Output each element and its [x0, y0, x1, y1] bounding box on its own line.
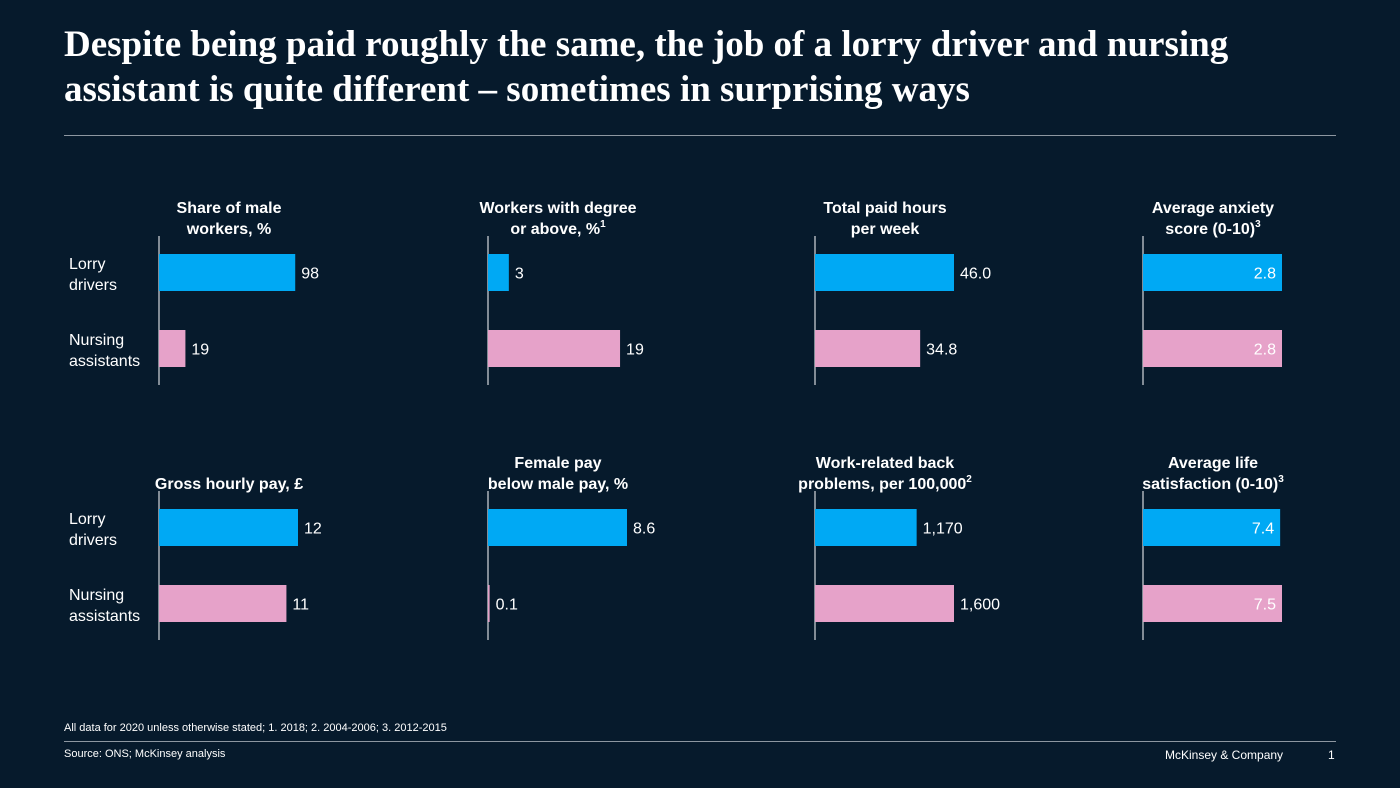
- data-label: 11: [292, 597, 309, 614]
- bar-lorry-drivers: [1143, 509, 1281, 546]
- chart-title: Workers with degree or above, %1: [479, 200, 636, 238]
- bar-lorry-drivers: [815, 254, 954, 291]
- chart-panel-7: Work-related back problems, per 100,0002 1…: [798, 455, 1000, 640]
- data-label: 1,170: [923, 521, 963, 538]
- chart-panel-8: Average life satisfaction (0-10)3 7.4 7.5: [1142, 455, 1284, 640]
- brand-name: McKinsey & Company: [1165, 748, 1284, 762]
- title-divider: [64, 135, 1336, 136]
- bar-lorry-drivers: [159, 509, 298, 546]
- bar-lorry-drivers: [159, 254, 296, 291]
- bar-nursing-assistants: [1143, 585, 1282, 622]
- data-label: 46.0: [960, 266, 991, 283]
- bar-nursing-assistants: [815, 330, 921, 367]
- bar-nursing-assistants: [815, 585, 954, 622]
- footer-divider: [64, 741, 1336, 742]
- data-label: 2.8: [1254, 342, 1276, 359]
- chart-panel-1: Share of male workers, % 98 19: [158, 200, 319, 385]
- chart-panel-6: Female pay below male pay, % 8.6 0.1: [487, 455, 655, 640]
- bar-nursing-assistants: [488, 585, 490, 622]
- page-number: 1: [1328, 748, 1335, 762]
- data-label: 19: [626, 342, 644, 359]
- category-label-lorry-drivers: Lorry drivers: [69, 256, 117, 294]
- data-label: 3: [515, 266, 524, 283]
- data-label: 8.6: [633, 521, 655, 538]
- chart-title: Share of male workers, %: [177, 200, 282, 238]
- bar-nursing-assistants: [159, 585, 287, 622]
- chart-panel-3: Total paid hours per week 46.0 34.8: [814, 200, 991, 385]
- bar-nursing-assistants: [488, 330, 621, 367]
- chart-panel-2: Workers with degree or above, %1 3 19: [479, 200, 644, 385]
- category-label-nursing-assistants: Nursing assistants: [69, 332, 140, 370]
- source-note: Source: ONS; McKinsey analysis: [64, 748, 226, 760]
- category-label-nursing-assistants: Nursing assistants: [69, 587, 140, 625]
- bar-nursing-assistants: [159, 330, 186, 367]
- data-label: 2.8: [1254, 266, 1276, 283]
- category-label-lorry-drivers: Lorry drivers: [69, 511, 117, 549]
- footnote: All data for 2020 unless otherwise state…: [64, 722, 447, 734]
- chart-title: Total paid hours per week: [823, 200, 946, 238]
- data-label: 0.1: [496, 597, 518, 614]
- chart-title: Work-related back problems, per 100,0002: [798, 455, 972, 493]
- chart-title: Average anxiety score (0-10)3: [1152, 200, 1274, 238]
- data-label: 7.5: [1254, 597, 1276, 614]
- data-label: 98: [301, 266, 319, 283]
- bar-lorry-drivers: [488, 254, 509, 291]
- data-label: 19: [191, 342, 209, 359]
- page-title: Despite being paid roughly the same, the…: [64, 24, 1229, 110]
- chart-title: Female pay below male pay, %: [488, 455, 628, 493]
- bar-lorry-drivers: [815, 509, 917, 546]
- chart-title: Gross hourly pay, £: [155, 476, 303, 493]
- chart-panel-5: Gross hourly pay, £ 12 11: [155, 476, 322, 640]
- bar-lorry-drivers: [1143, 254, 1282, 291]
- data-label: 7.4: [1252, 521, 1274, 538]
- data-label: 1,600: [960, 597, 1000, 614]
- chart-title: Average life satisfaction (0-10)3: [1142, 455, 1284, 493]
- data-label: 12: [304, 521, 322, 538]
- bar-lorry-drivers: [488, 509, 627, 546]
- bar-nursing-assistants: [1143, 330, 1282, 367]
- chart-panel-4: Average anxiety score (0-10)3 2.8 2.8: [1142, 200, 1282, 385]
- data-label: 34.8: [926, 342, 957, 359]
